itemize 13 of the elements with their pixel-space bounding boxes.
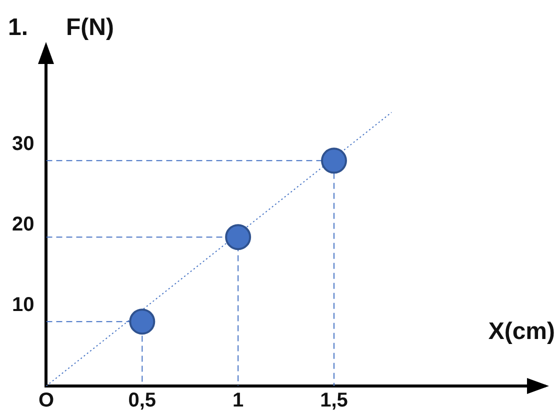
- y-tick-label: 30: [12, 133, 34, 156]
- x-tick-label: 1: [232, 390, 244, 412]
- point: [129, 308, 156, 335]
- y-axis-title: F(N): [66, 14, 114, 42]
- x-tick-label: O: [38, 390, 54, 412]
- y-tick-label: 10: [12, 294, 34, 316]
- x-axis-title: X(cm): [488, 318, 555, 346]
- y-tick-label: 20: [12, 214, 34, 236]
- x-tick-label: 0,5: [128, 390, 156, 412]
- chart-title: 1.: [8, 14, 28, 42]
- point: [320, 148, 347, 174]
- x-tick-label: 1,5: [320, 390, 348, 412]
- point: [225, 224, 252, 250]
